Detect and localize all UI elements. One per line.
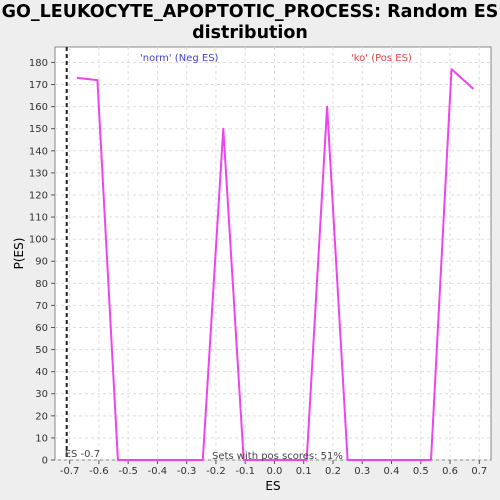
y-tick-label: 140: [29, 146, 48, 157]
x-tick-label: -0.5: [118, 466, 138, 477]
y-tick-label: 160: [29, 102, 48, 113]
x-tick-label: 0.0: [267, 466, 283, 477]
y-tick-label: 120: [29, 190, 48, 201]
x-tick-label: -0.3: [177, 466, 197, 477]
y-tick-label: 50: [35, 345, 48, 356]
y-tick-label: 70: [35, 301, 48, 312]
x-tick-label: -0.2: [206, 466, 226, 477]
y-tick-label: 90: [35, 257, 48, 268]
y-tick-label: 130: [29, 168, 48, 179]
x-tick-label: -0.4: [148, 466, 168, 477]
x-tick-label: 0.4: [384, 466, 400, 477]
y-tick-label: 60: [35, 323, 48, 334]
annotations: ES -0.7 'norm' (Neg ES) 'ko' (Pos ES) Sets …: [65, 47, 412, 462]
x-tick-label: -0.7: [60, 466, 80, 477]
pos-es-label: 'ko' (Pos ES): [351, 53, 412, 64]
chart-title-line1: GO_LEUKOCYTE_APOPTOTIC_PROCESS: Random E…: [1, 2, 499, 22]
grid-lines: [55, 47, 491, 461]
x-tick-label: -0.6: [89, 466, 109, 477]
axes: 0 10 20 30 40 50 60 70 80 90 100 110 120 130 140 150 160…: [29, 58, 487, 477]
chart-title-line2: distribution: [192, 23, 308, 43]
pos-scores-footer: Sets with pos scores: 51%: [212, 451, 343, 462]
x-tick-label: 0.7: [471, 466, 487, 477]
y-axis-label: P(ES): [12, 238, 26, 270]
y-tick-label: 30: [35, 389, 48, 400]
x-tick-label: 0.6: [442, 466, 458, 477]
es-distribution-line: [76, 68, 475, 461]
y-tick-label: 150: [29, 124, 48, 135]
x-tick-label: -0.1: [235, 466, 255, 477]
x-tick-label: 0.5: [413, 466, 429, 477]
x-tick-label: 0.2: [325, 466, 341, 477]
y-tick-label: 110: [29, 213, 48, 224]
y-tick-label: 170: [29, 80, 48, 91]
series-group: [76, 68, 475, 461]
y-tick-label: 20: [35, 411, 48, 422]
plot-area: [54, 46, 492, 461]
x-tick-label: 0.1: [296, 466, 312, 477]
y-tick-label: 100: [29, 235, 48, 246]
x-axis-label: ES: [265, 479, 280, 493]
y-tick-label: 0: [42, 456, 48, 467]
y-tick-label: 40: [35, 367, 48, 378]
y-tick-label: 10: [35, 433, 48, 444]
observed-es-label: ES -0.7: [65, 449, 100, 460]
neg-es-label: 'norm' (Neg ES): [140, 53, 219, 64]
x-tick-label: 0.3: [354, 466, 370, 477]
y-tick-label: 180: [29, 58, 48, 69]
chart-title: GO_LEUKOCYTE_APOPTOTIC_PROCESS: Random E…: [0, 2, 500, 44]
y-tick-label: 80: [35, 279, 48, 290]
